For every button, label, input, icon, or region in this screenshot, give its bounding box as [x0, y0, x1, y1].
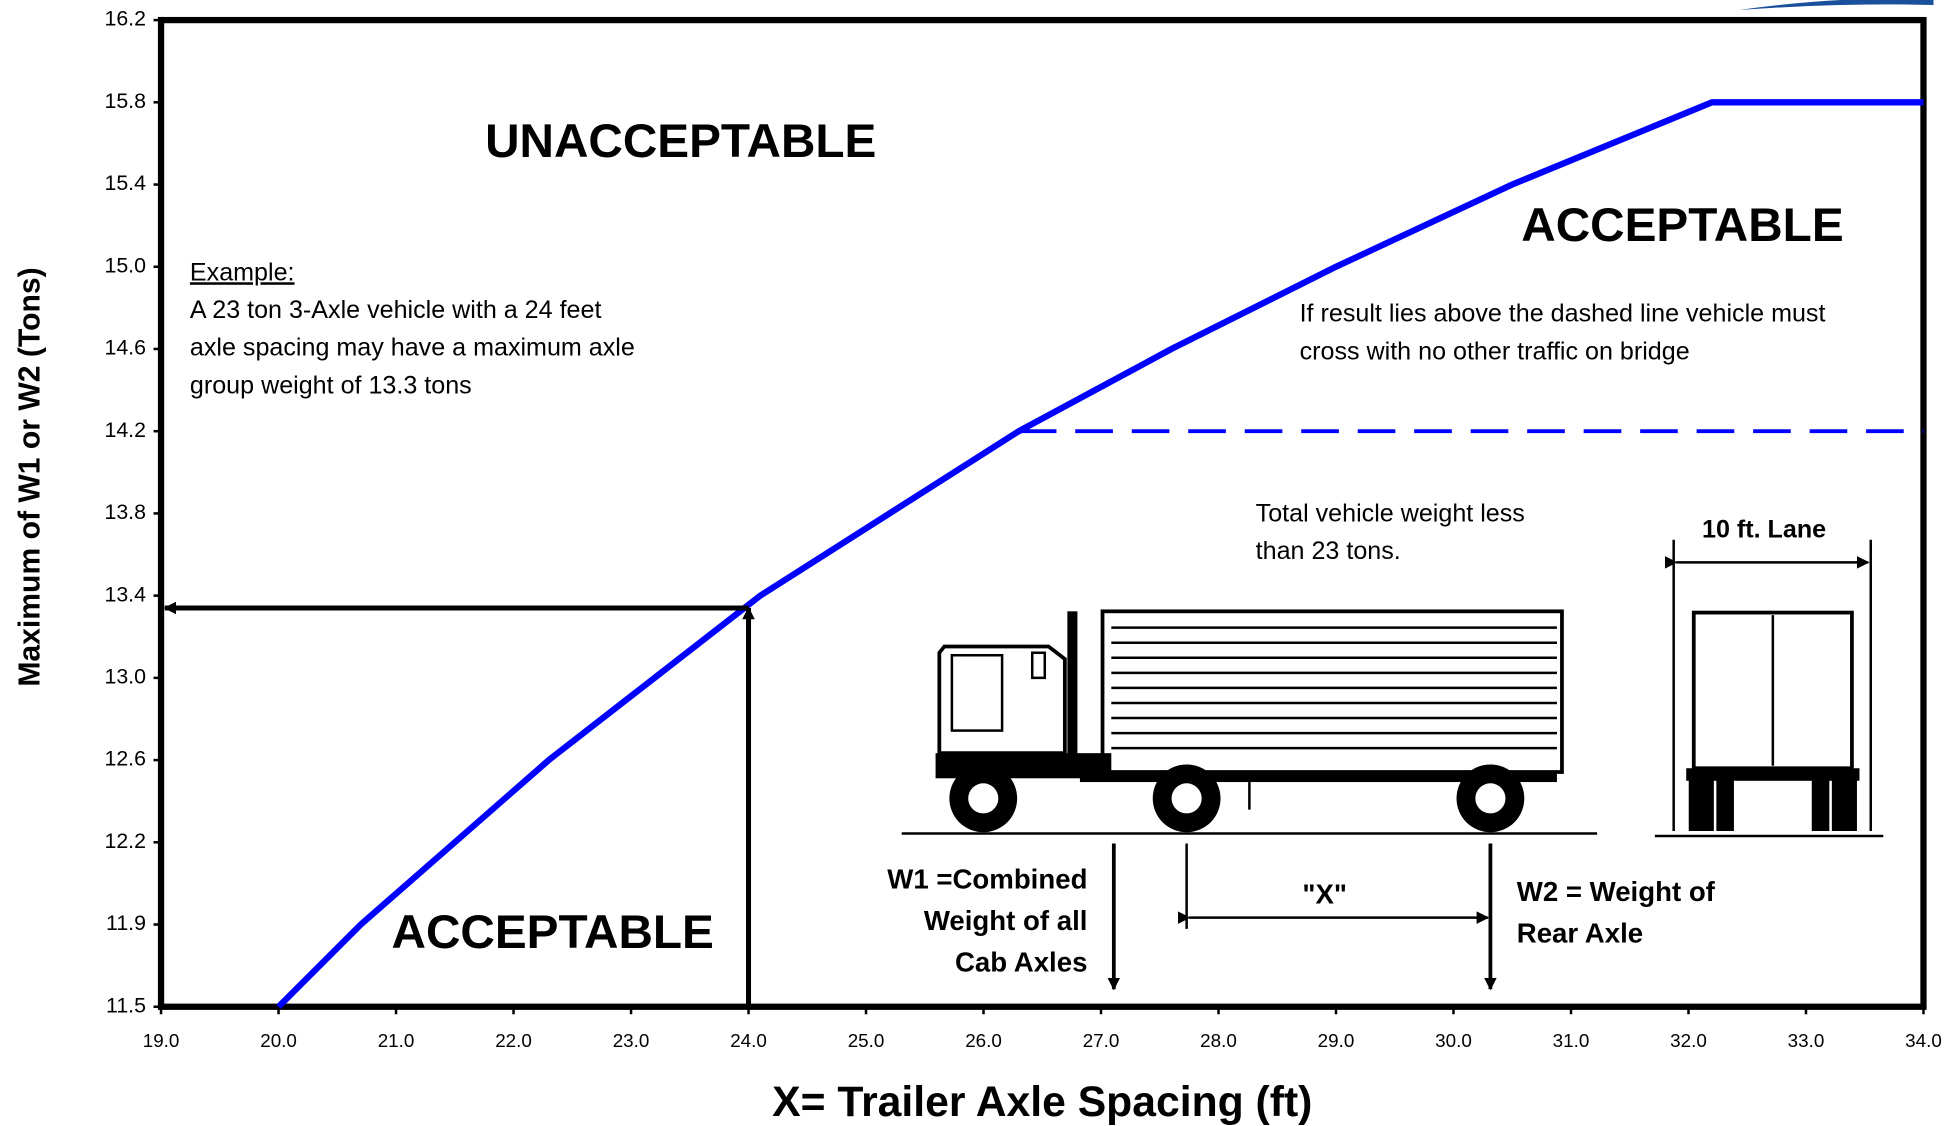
- y-tick-label: 12.2: [104, 829, 146, 853]
- y-tick-label: 13.4: [104, 582, 146, 606]
- y-tick-label: 13.0: [104, 665, 146, 689]
- x-tick-label: 19.0: [143, 1030, 180, 1051]
- example-text: axle spacing may have a maximum axle: [190, 334, 635, 362]
- w2-label: Rear Axle: [1517, 917, 1643, 948]
- note-text: than 23 tons.: [1256, 537, 1401, 565]
- note-text: Total vehicle weight less: [1256, 499, 1525, 527]
- y-tick-label: 11.9: [106, 911, 146, 935]
- y-tick-label: 15.0: [104, 253, 146, 277]
- region-label: ACCEPTABLE: [1521, 199, 1843, 252]
- note-text: If result lies above the dashed line veh…: [1300, 300, 1826, 328]
- y-tick-label: 16.2: [104, 7, 146, 31]
- x-axis-label: X= Trailer Axle Spacing (ft): [772, 1078, 1312, 1126]
- x-tick-label: 23.0: [613, 1030, 650, 1051]
- y-axis-label: Maximum of W1 or W2 (Tons): [14, 267, 47, 686]
- logo-fragment: [1739, 0, 1934, 10]
- plot-frame: [161, 20, 1923, 1007]
- x-tick-label: 31.0: [1553, 1030, 1590, 1051]
- x-tick-label: 32.0: [1670, 1030, 1707, 1051]
- lane-label: 10 ft. Lane: [1702, 516, 1826, 544]
- example-text: group weight of 13.3 tons: [190, 371, 472, 399]
- w1-label: W1 =Combined: [887, 864, 1087, 895]
- x-tick-label: 26.0: [965, 1030, 1002, 1051]
- x-tick-label: 25.0: [848, 1030, 885, 1051]
- y-tick-label: 14.2: [104, 418, 146, 442]
- chart: X= Trailer Axle Spacing (ft) Maximum of …: [0, 0, 1959, 1126]
- x-tick-label: 30.0: [1435, 1030, 1472, 1051]
- w1-label: Weight of all: [924, 905, 1088, 936]
- x-marker-label: "X": [1302, 879, 1347, 910]
- x-tick-label: 21.0: [378, 1030, 415, 1051]
- y-tick-label: 15.4: [104, 171, 146, 195]
- y-tick-label: 15.8: [104, 89, 146, 113]
- note-text: cross with no other traffic on bridge: [1300, 337, 1690, 365]
- x-tick-label: 29.0: [1318, 1030, 1355, 1051]
- x-tick-label: 27.0: [1083, 1030, 1120, 1051]
- example-heading: Example:: [190, 258, 295, 286]
- example-text: A 23 ton 3-Axle vehicle with a 24 feet: [190, 296, 602, 324]
- region-label: ACCEPTABLE: [392, 906, 714, 959]
- y-tick-label: 12.6: [104, 747, 146, 771]
- x-tick-label: 33.0: [1788, 1030, 1825, 1051]
- w2-label: W2 = Weight of: [1517, 876, 1716, 907]
- x-tick-label: 20.0: [260, 1030, 297, 1051]
- x-tick-label: 28.0: [1200, 1030, 1237, 1051]
- x-tick-label: 22.0: [495, 1030, 532, 1051]
- y-tick-label: 11.5: [106, 993, 146, 1017]
- w1-label: Cab Axles: [955, 946, 1087, 977]
- x-tick-label: 24.0: [730, 1030, 767, 1051]
- y-tick-label: 14.6: [104, 336, 146, 360]
- region-label: UNACCEPTABLE: [485, 115, 876, 168]
- x-tick-label: 34.0: [1905, 1030, 1942, 1051]
- y-tick-label: 13.8: [104, 500, 146, 524]
